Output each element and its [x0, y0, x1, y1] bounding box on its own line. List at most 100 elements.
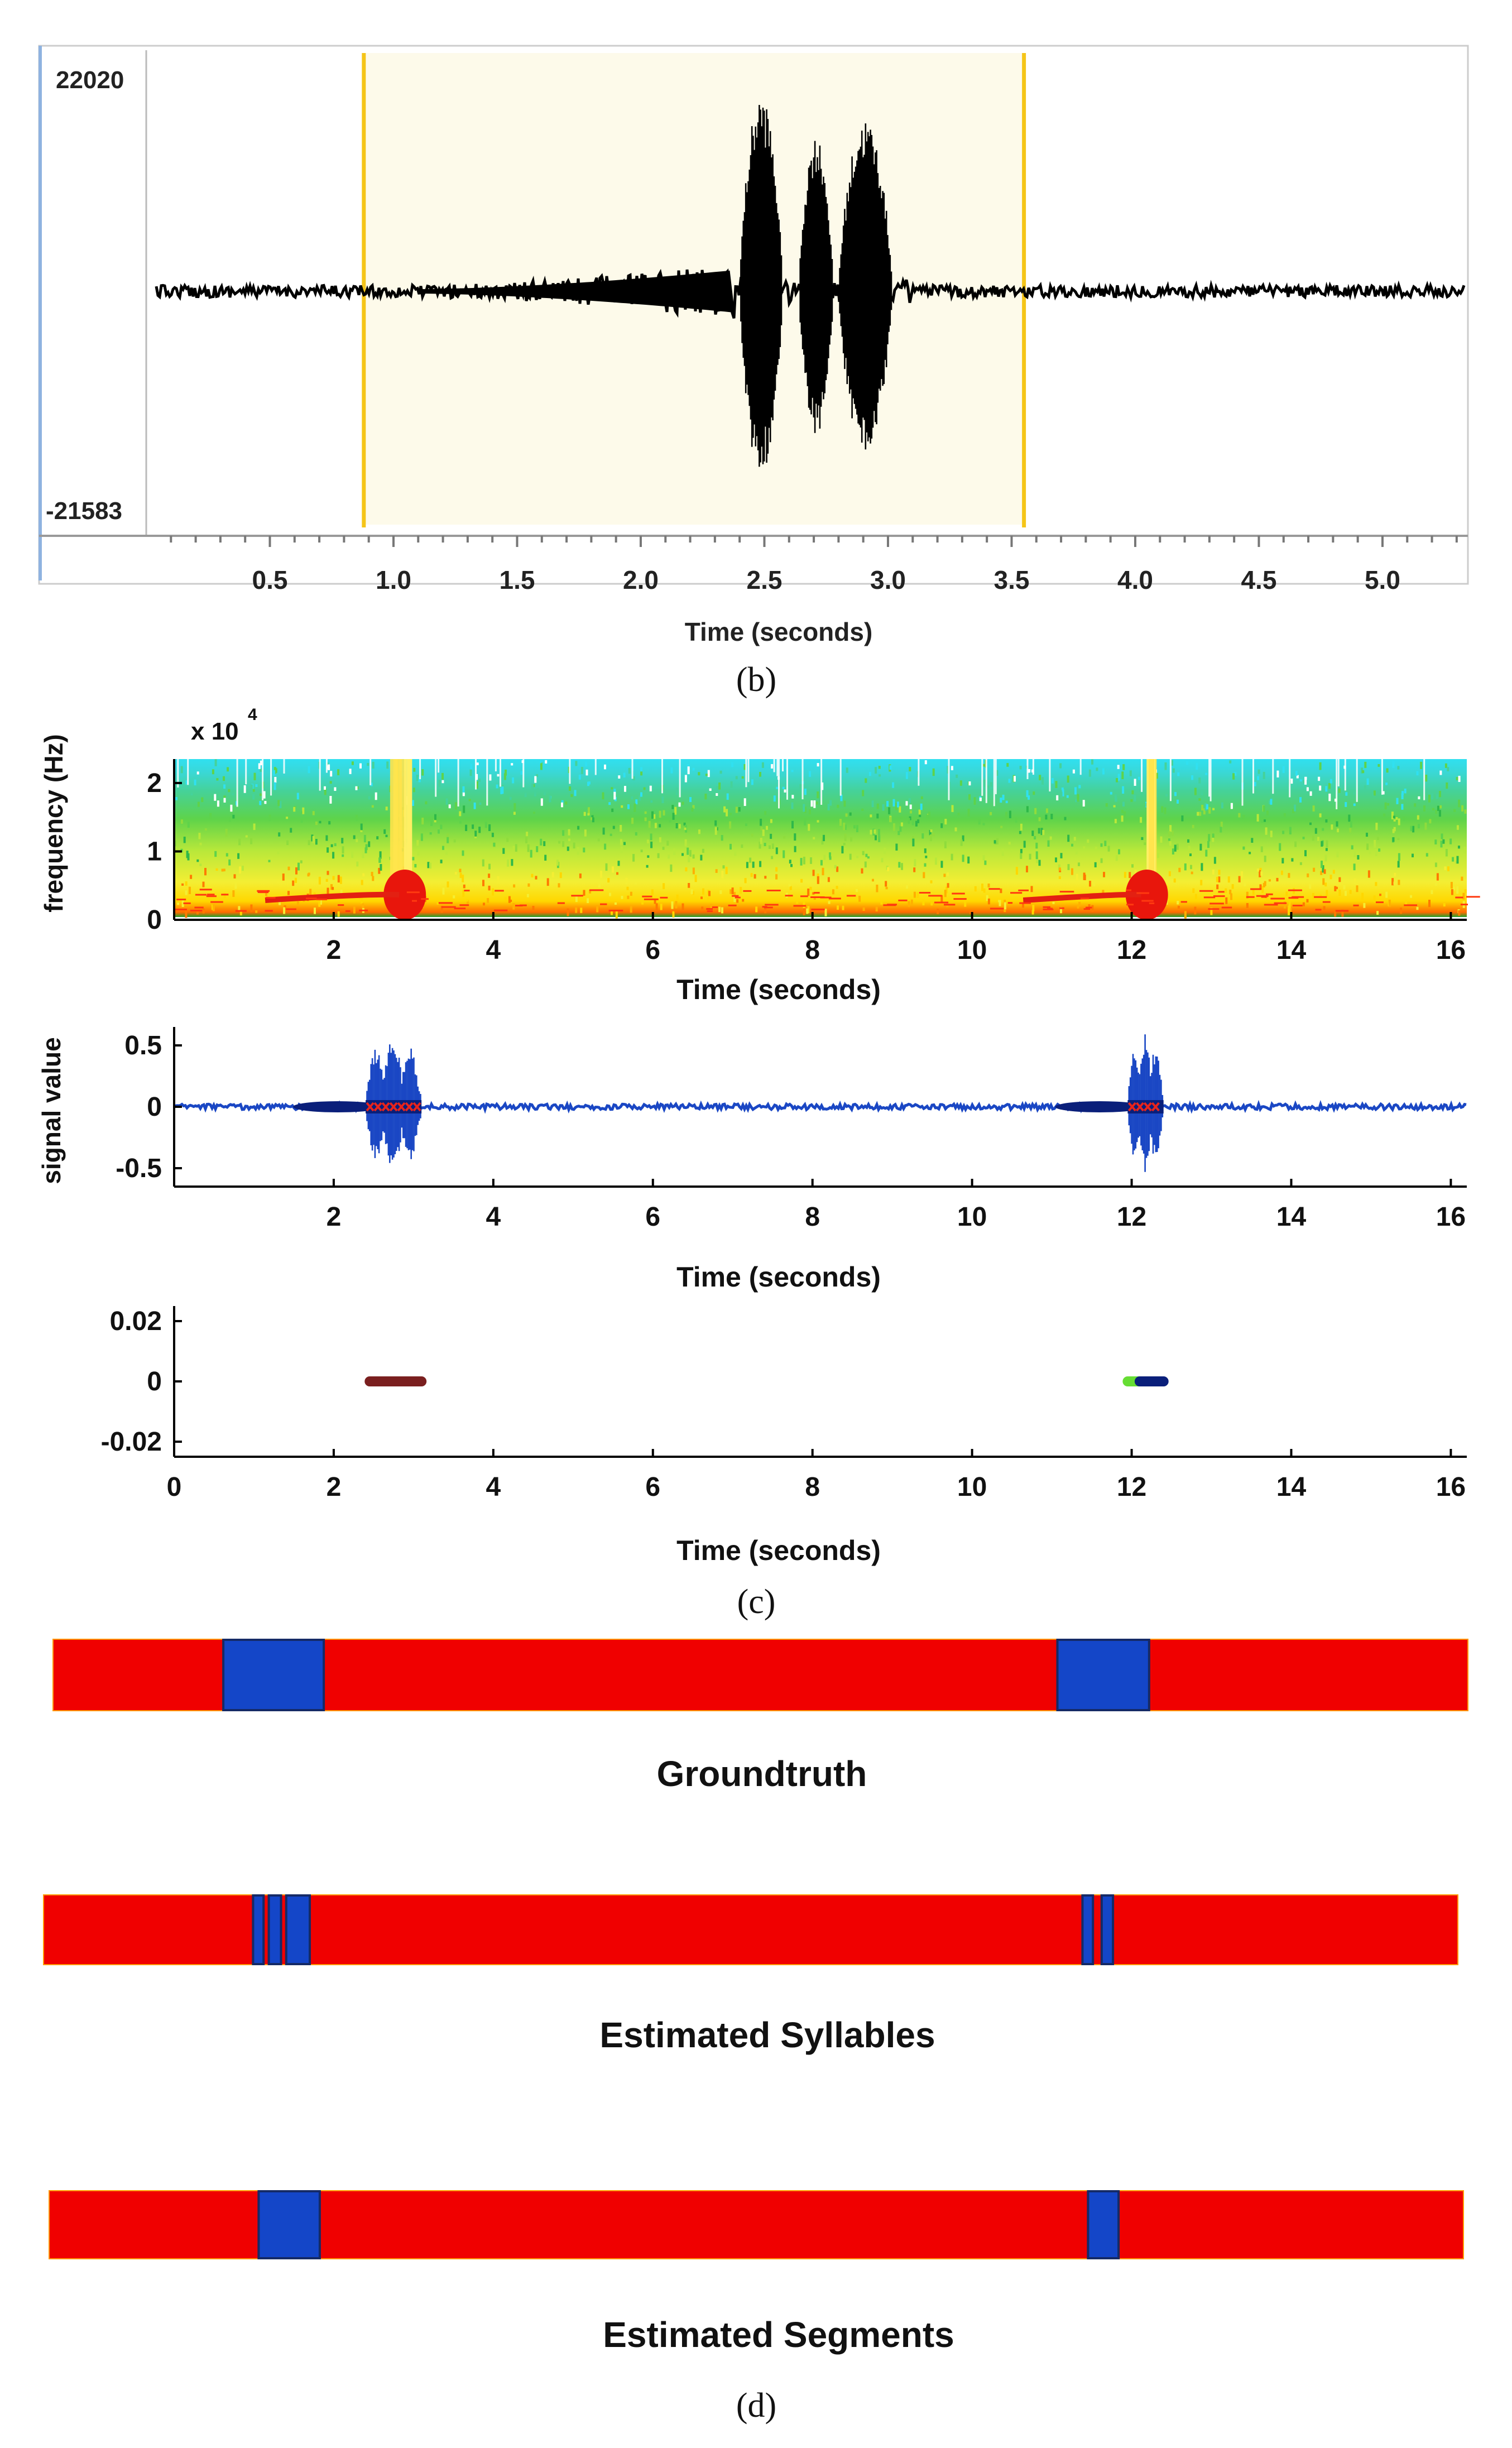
- spectrogram-speckle: [1117, 765, 1120, 769]
- spectrogram-speckle: [1078, 862, 1080, 866]
- spectrogram-speckle: [239, 866, 242, 874]
- spectrogram-speckle: [371, 872, 373, 876]
- spectrogram-speckle: [1095, 847, 1097, 849]
- spectrogram-speckle: [362, 873, 365, 877]
- low-frequency-noise: [1019, 902, 1031, 904]
- spectrogram-streak: [187, 759, 189, 785]
- spectrogram-speckle: [312, 811, 315, 815]
- spectrogram-speckle: [356, 861, 359, 867]
- spectrogram-speckle: [1423, 805, 1425, 812]
- spectrogram-speckle: [741, 844, 743, 848]
- spectrogram-speckle: [611, 808, 614, 812]
- spectrogram-speckle: [909, 767, 911, 772]
- spectrogram-speckle: [1196, 762, 1198, 770]
- spectrogram-speckle: [558, 883, 560, 888]
- event-2-energy: [1125, 870, 1168, 920]
- x-tick-label: 8: [805, 1202, 820, 1232]
- spectrogram-speckle: [1121, 771, 1124, 780]
- spectrogram-speckle: [1164, 807, 1167, 814]
- spectrogram-speckle: [524, 793, 527, 798]
- spectrogram-speckle: [1294, 841, 1297, 847]
- spectrogram-speckle: [1437, 805, 1439, 811]
- low-frequency-noise: [286, 908, 296, 910]
- spectrogram-speckle: [932, 768, 935, 776]
- spectrogram-speckle: [274, 777, 277, 783]
- spectrogram-speckle: [1205, 772, 1208, 775]
- x-tick-label: 10: [957, 1202, 987, 1232]
- spectrogram-speckle: [1115, 855, 1118, 861]
- low-frequency-noise: [785, 895, 793, 897]
- spectrogram-speckle: [908, 818, 910, 824]
- spectrogram-speckle: [496, 784, 498, 789]
- spectrogram-speckle: [413, 767, 416, 772]
- spectrogram-speckle: [655, 903, 658, 911]
- spectrogram-speckle: [694, 875, 697, 882]
- spectrogram-speckle: [315, 839, 318, 845]
- spectrogram-speckle: [268, 814, 271, 821]
- spectrogram-speckle: [784, 789, 786, 793]
- spectrogram-speckle: [356, 839, 358, 842]
- spectrogram-speckle: [733, 892, 736, 895]
- spectrogram-speckle: [640, 792, 642, 797]
- spectrogram-speckle: [1270, 799, 1273, 805]
- spectrogram-speckle: [613, 789, 616, 795]
- spectrogram-speckle: [362, 850, 364, 858]
- event-1-marker: [373, 1102, 382, 1112]
- spectrogram-speckle: [434, 814, 436, 820]
- spectrogram-speckle: [879, 774, 881, 777]
- spectrogram-speckle: [789, 886, 792, 890]
- spectrogram-speckle: [565, 801, 568, 805]
- x-tick-label: 6: [645, 1202, 660, 1232]
- spectrogram-speckle: [1401, 804, 1404, 810]
- spectrogram-speckle: [681, 903, 684, 910]
- spectrogram-speckle: [729, 813, 732, 815]
- spectrogram-speckle: [1028, 769, 1030, 773]
- spectrogram-speckle: [806, 908, 809, 914]
- spectrogram-speckle: [726, 793, 729, 800]
- low-frequency-noise: [1322, 901, 1331, 903]
- spectrogram-speckle: [1434, 880, 1437, 886]
- spectrogram-speckle: [639, 795, 641, 801]
- low-frequency-noise: [660, 896, 668, 899]
- spectrogram-speckle: [1071, 843, 1073, 847]
- spectrogram-speckle: [1393, 819, 1396, 822]
- spectrogram-speckle: [723, 806, 726, 813]
- spectrogram-streak: [820, 759, 823, 805]
- spectrogram-speckle: [824, 909, 827, 916]
- spectrogram-speckle: [662, 847, 665, 850]
- spectrogram-speckle: [750, 873, 753, 877]
- waveform-envelope: [418, 270, 735, 313]
- spectrogram-speckle: [918, 809, 921, 815]
- spectrogram-speckle: [897, 831, 900, 836]
- low-frequency-noise: [728, 904, 737, 906]
- spectrogram-speckle: [1403, 817, 1405, 821]
- spectrogram-speckle: [1432, 808, 1434, 811]
- spectrogram-speckle: [1072, 769, 1075, 774]
- spectrogram-speckle: [573, 842, 575, 849]
- spectrogram-speckle: [1066, 795, 1069, 798]
- caption-c: (c): [737, 1583, 776, 1621]
- spectrogram-speckle: [840, 794, 843, 801]
- spectrogram-speckle: [214, 851, 217, 857]
- spectrogram-speckle: [1213, 857, 1216, 864]
- detections-x-axis-label: Time (seconds): [676, 1535, 881, 1566]
- spectrogram-speckle: [421, 818, 424, 825]
- spectrogram-speckle: [1124, 811, 1126, 817]
- spectrogram-speckle: [375, 792, 377, 800]
- x-tick-label: 10: [957, 935, 987, 965]
- spectrogram-speckle: [363, 834, 366, 843]
- spectrogram-speckle: [1212, 833, 1215, 838]
- spectrogram-speckle: [678, 802, 681, 807]
- spectrogram-speckle: [1392, 829, 1395, 833]
- spectrogram-speckle: [1257, 776, 1259, 780]
- low-frequency-noise: [1274, 902, 1287, 904]
- spectrogram-speckle: [729, 843, 732, 850]
- spectrogram-speckle: [1060, 853, 1063, 858]
- spectrogram-speckle: [844, 848, 847, 852]
- spectrogram-streak: [457, 759, 459, 807]
- spectrogram-speckle: [1131, 864, 1134, 868]
- spectrogram-speckle: [730, 781, 733, 788]
- spectrogram-speckle: [1414, 803, 1417, 807]
- spectrogram-speckle: [719, 770, 722, 774]
